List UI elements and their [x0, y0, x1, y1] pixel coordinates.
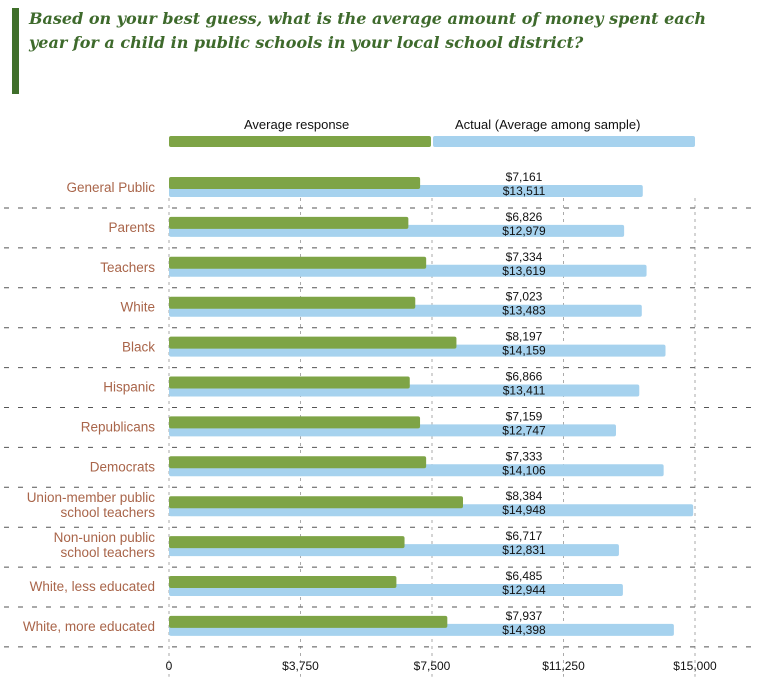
data-label-average-response: $7,334: [506, 250, 543, 264]
x-tick-label: 0: [166, 659, 173, 673]
data-label-actual: $12,944: [502, 583, 546, 597]
category-label: Republicans: [81, 419, 156, 434]
bar-average-response: [169, 576, 397, 588]
data-label-average-response: $7,159: [506, 409, 543, 423]
legend-label-actual: Actual (Average among sample): [455, 117, 641, 132]
data-label-actual: $13,411: [503, 384, 546, 398]
data-label-average-response: $7,333: [506, 449, 543, 463]
data-label-average-response: $6,826: [506, 210, 543, 224]
category-label: Teachers: [100, 260, 155, 275]
bar-average-response: [169, 416, 421, 429]
category-label: school teachers: [60, 545, 155, 560]
bar-average-response: [169, 376, 410, 389]
data-label-average-response: $8,384: [506, 489, 543, 503]
bar-average-response: [169, 256, 427, 269]
data-label-actual: $14,948: [502, 503, 546, 517]
legend-swatch-average-response: [169, 136, 431, 147]
x-tick-label: $11,250: [542, 659, 585, 673]
legend-label-average-response: Average response: [244, 117, 350, 132]
bar-average-response: [169, 496, 463, 509]
category-label: White, less educated: [30, 579, 155, 594]
data-label-actual: $14,159: [502, 344, 546, 358]
data-label-average-response: $7,937: [506, 609, 543, 623]
category-label: Parents: [108, 220, 155, 235]
data-label-actual: $12,831: [502, 543, 546, 557]
category-label: Hispanic: [103, 380, 155, 395]
data-label-actual: $12,979: [502, 224, 546, 238]
data-label-actual: $14,106: [502, 463, 546, 477]
title-accent-bar: [12, 8, 19, 94]
category-label: Union-member public: [27, 490, 156, 505]
category-label: Non-union public: [54, 530, 156, 545]
data-label-average-response: $6,866: [506, 370, 543, 384]
category-label: school teachers: [60, 505, 155, 520]
bar-average-response: [169, 177, 421, 189]
legend-swatch-actual: [433, 136, 695, 147]
bar-average-response: [169, 296, 416, 309]
data-label-actual: $13,511: [503, 184, 546, 198]
data-label-actual: $13,619: [502, 264, 546, 278]
category-label: Black: [122, 340, 155, 355]
data-label-average-response: $6,717: [506, 529, 543, 543]
bar-average-response: [169, 456, 427, 469]
data-label-average-response: $6,485: [506, 569, 543, 583]
data-label-actual: $14,398: [502, 623, 546, 637]
category-label: Democrats: [90, 459, 156, 474]
category-label: White: [120, 300, 155, 315]
data-label-average-response: $8,197: [506, 330, 543, 344]
x-tick-label: $7,500: [414, 659, 451, 673]
data-label-actual: $13,483: [502, 304, 546, 318]
bar-average-response: [169, 615, 448, 628]
bar-average-response: [169, 336, 457, 349]
category-label: White, more educated: [23, 619, 155, 634]
bar-average-response: [169, 216, 409, 229]
data-label-average-response: $7,023: [506, 290, 543, 304]
data-label-average-response: $7,161: [506, 170, 543, 184]
category-label: General Public: [66, 180, 155, 195]
data-label-actual: $12,747: [502, 423, 546, 437]
bar-average-response: [169, 536, 405, 549]
x-tick-label: $15,000: [673, 659, 717, 673]
chart-question-title: Based on your best guess, what is the av…: [29, 9, 707, 52]
x-tick-label: $3,750: [282, 659, 319, 673]
